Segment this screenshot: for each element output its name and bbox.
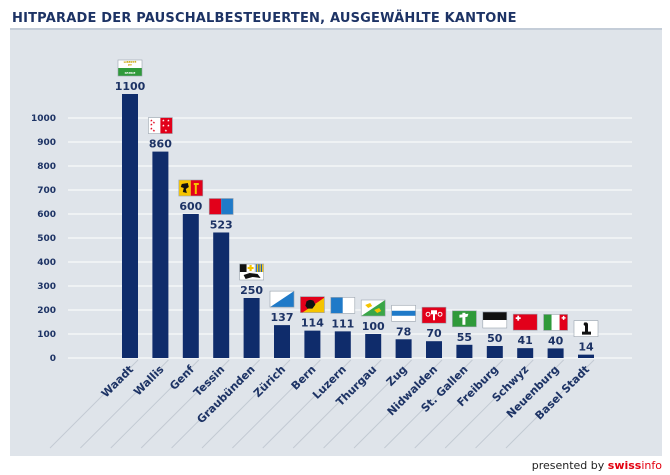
category-label: Zürich (251, 363, 288, 400)
bar (213, 232, 230, 358)
category-label: Waadt (99, 363, 136, 400)
bar (152, 151, 169, 358)
category-guide-line (414, 359, 504, 449)
chart-title: HITPARADE DER PAUSCHALBESTEUERTEN, AUSGE… (12, 11, 517, 26)
category-guide-line (384, 359, 473, 449)
bar-value-label: 50 (487, 332, 503, 345)
wallis-flag-icon (148, 117, 173, 134)
bar (426, 341, 442, 358)
bar-value-label: 40 (548, 334, 564, 347)
y-tick-label: 800 (37, 162, 56, 172)
bar-value-label: 860 (149, 138, 172, 151)
bar-value-label: 78 (396, 325, 411, 338)
y-tick-label: 100 (37, 330, 56, 340)
y-tick-label: 700 (37, 186, 56, 196)
zug-flag-icon (391, 304, 416, 322)
waadt-flag-text: LIBERTÉ (124, 59, 137, 64)
brand-swiss: swiss (607, 459, 642, 472)
bar-value-label: 41 (518, 334, 533, 347)
bar (122, 94, 138, 358)
bar-value-label: 600 (179, 200, 202, 213)
y-tick-label: 300 (37, 282, 56, 292)
y-tick-label: 500 (37, 234, 56, 244)
bar (517, 348, 534, 358)
category-guide-line (444, 359, 534, 449)
category-guide-line (292, 359, 382, 449)
bar-value-label: 1100 (115, 80, 146, 93)
category-guide-line (140, 359, 230, 449)
category-guide-line (232, 359, 321, 449)
bar (456, 344, 473, 358)
bar-value-label: 114 (301, 317, 324, 330)
presented-by-text: presented by (531, 459, 605, 472)
y-tick-label: 0 (50, 354, 56, 364)
category-guide-line (505, 359, 595, 449)
y-tick-label: 200 (37, 306, 56, 316)
waadt-flag-text: ET (128, 63, 132, 67)
category-guide-line (171, 359, 260, 449)
category-guide-line (80, 359, 169, 449)
freiburg-flag-icon (482, 311, 508, 329)
bar (395, 339, 412, 358)
bar (486, 346, 503, 358)
bar (182, 214, 199, 358)
bar (243, 298, 260, 358)
category-label: Basel Stadt (533, 363, 593, 423)
footer-credit: presented by swissinfo (532, 459, 662, 472)
genf-flag-icon (178, 179, 204, 197)
bar-value-label: 250 (240, 284, 263, 297)
category-label: Zug (384, 363, 410, 389)
bar-value-label: 14 (578, 341, 594, 354)
tessin-flag-icon (208, 198, 234, 215)
brand-info: info (641, 459, 662, 472)
bar (274, 325, 290, 358)
graubuenden-flag-icon (239, 263, 264, 281)
category-label: Wallis (131, 363, 167, 399)
luzern-flag-icon (330, 297, 356, 314)
category-guide-line (262, 359, 352, 449)
thurgau-flag-icon (360, 299, 386, 317)
bar (365, 334, 382, 358)
y-tick-label: 600 (37, 210, 56, 220)
bar-value-label: 100 (362, 320, 385, 333)
bar (304, 330, 321, 358)
bar (578, 354, 594, 358)
baselstadt-flag-icon (573, 320, 599, 337)
category-guide-line (323, 359, 412, 449)
category-guide-line (49, 359, 139, 449)
y-tick-label: 900 (37, 138, 56, 148)
bar-value-label: 111 (331, 317, 354, 330)
category-guide-line (475, 359, 564, 449)
category-guide-line (110, 359, 200, 449)
category-guide-line (201, 359, 291, 449)
chart-panel (10, 10, 662, 456)
category-guide-line (353, 359, 443, 449)
zuerich-flag-icon (269, 290, 295, 308)
bar (547, 348, 564, 358)
y-tick-label: 1000 (31, 114, 56, 124)
bar-value-label: 70 (426, 327, 442, 340)
bar-value-label: 55 (457, 331, 472, 344)
schwyz-flag-icon (512, 313, 538, 331)
bar-value-label: 523 (210, 218, 233, 231)
neuenburg-flag-icon (543, 314, 568, 331)
nidwalden-flag-icon (421, 306, 447, 324)
stgallen-flag-icon (452, 310, 477, 328)
bern-flag-icon (300, 296, 325, 313)
y-tick-label: 400 (37, 258, 56, 268)
bar-value-label: 137 (271, 311, 294, 324)
waadt-flag-text: PATRIE (125, 71, 136, 75)
bar (334, 331, 351, 358)
chart-title-bar: HITPARADE DER PAUSCHALBESTEUERTEN, AUSGE… (10, 10, 662, 30)
